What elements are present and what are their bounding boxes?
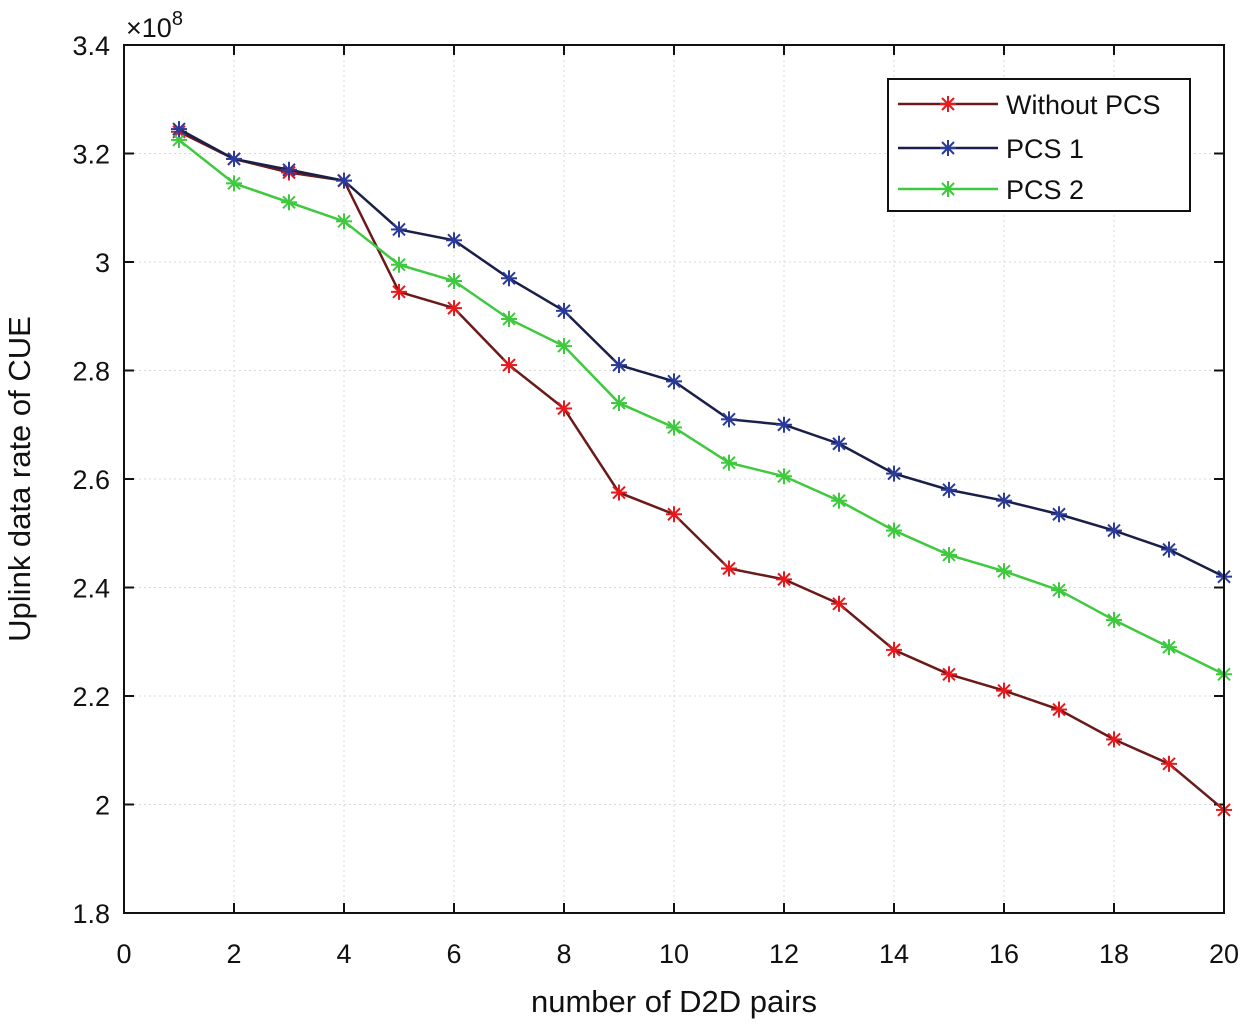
data-point-pcs-2: [886, 522, 902, 539]
data-point-without-pcs: [831, 595, 847, 612]
data-point-without-pcs: [556, 400, 572, 417]
legend-label: PCS 2: [1006, 175, 1084, 205]
data-point-pcs-2: [831, 492, 847, 509]
data-point-pcs-1: [886, 465, 902, 482]
y-axis-multiplier: ×108: [126, 8, 183, 43]
data-point-pcs-2: [666, 419, 682, 436]
data-point-without-pcs: [886, 641, 902, 658]
data-point-without-pcs: [1051, 701, 1067, 718]
data-point-pcs-1: [501, 270, 517, 287]
y-tick-label: 2.2: [72, 682, 110, 712]
y-tick-label: 2.6: [72, 465, 110, 495]
data-point-pcs-1: [941, 481, 957, 498]
data-point-pcs-1: [391, 221, 407, 238]
series-line-pcs-2: [178, 138, 1225, 676]
data-series: [171, 121, 1232, 818]
data-point-pcs-2: [556, 338, 572, 355]
legend-label: PCS 1: [1006, 134, 1084, 164]
data-point-pcs-1: [996, 492, 1012, 509]
y-tick-label: 2: [95, 791, 110, 821]
data-point-pcs-2: [611, 395, 627, 412]
x-tick-label: 10: [659, 939, 689, 969]
data-point-without-pcs: [446, 300, 462, 317]
x-tick-label: 2: [226, 939, 241, 969]
data-point-pcs-1: [1051, 506, 1067, 523]
y-multiplier-base: ×10: [126, 13, 172, 43]
x-tick-label: 8: [556, 939, 571, 969]
y-tick-label: 3: [95, 248, 110, 278]
x-tick-label: 6: [446, 939, 461, 969]
legend-marker: [940, 181, 956, 197]
x-tick-label: 0: [116, 939, 131, 969]
data-point-without-pcs: [501, 357, 517, 374]
data-point-without-pcs: [1106, 731, 1122, 748]
data-point-without-pcs: [1161, 755, 1177, 772]
legend-marker: [940, 140, 956, 156]
legend-entry-without-pcs: Without PCS: [898, 90, 1161, 120]
data-point-pcs-2: [776, 468, 792, 485]
data-point-pcs-1: [1106, 522, 1122, 539]
legend-entry-pcs-2: PCS 2: [898, 175, 1084, 205]
data-point-pcs-1: [831, 435, 847, 452]
legend-entry-pcs-1: PCS 1: [898, 134, 1084, 164]
data-point-pcs-2: [281, 194, 297, 211]
data-point-pcs-1: [611, 357, 627, 374]
y-tick-label: 3.2: [72, 140, 110, 170]
data-point-pcs-1: [556, 302, 572, 319]
series-line-pcs-1: [178, 127, 1225, 578]
data-point-pcs-2: [941, 546, 957, 563]
data-point-pcs-1: [446, 232, 462, 249]
y-axis-label: Uplink data rate of CUE: [2, 316, 37, 642]
data-point-pcs-1: [336, 172, 352, 189]
data-point-pcs-2: [1106, 612, 1122, 629]
data-point-without-pcs: [721, 560, 737, 577]
data-point-pcs-1: [1161, 541, 1177, 558]
x-tick-label: 4: [336, 939, 351, 969]
series-without-pcs: [171, 123, 1232, 818]
y-tick-label: 3.4: [72, 31, 110, 61]
legend: Without PCS PCS 1 PCS 2: [887, 78, 1191, 212]
y-tick-label: 1.8: [72, 899, 110, 929]
data-point-pcs-2: [501, 310, 517, 327]
data-point-without-pcs: [996, 682, 1012, 699]
y-multiplier-exponent: 8: [172, 8, 183, 30]
data-point-without-pcs: [941, 666, 957, 683]
legend-label: Without PCS: [1006, 90, 1161, 120]
data-point-pcs-2: [446, 272, 462, 289]
data-point-pcs-1: [721, 411, 737, 428]
series-line-without-pcs: [178, 130, 1225, 811]
plot-area-frame: [123, 44, 1225, 914]
y-tick-labels: 1.8 2 2.2 2.4 2.6 2.8 3 3.2 3.4: [72, 31, 110, 929]
data-point-without-pcs: [776, 571, 792, 588]
data-point-pcs-2: [1161, 639, 1177, 656]
series-pcs-1: [171, 121, 1232, 585]
data-point-pcs-2: [336, 213, 352, 230]
data-point-pcs-1: [281, 161, 297, 178]
data-point-without-pcs: [391, 283, 407, 300]
data-point-pcs-2: [391, 256, 407, 273]
data-point-pcs-2: [721, 454, 737, 471]
data-point-pcs-1: [226, 150, 242, 167]
data-point-pcs-2: [226, 175, 242, 192]
series-pcs-2: [171, 131, 1232, 683]
x-tick-label: 20: [1209, 939, 1239, 969]
data-point-pcs-1: [776, 416, 792, 433]
data-point-without-pcs: [666, 506, 682, 523]
data-point-pcs-1: [171, 121, 187, 138]
data-point-pcs-2: [1051, 582, 1067, 599]
x-tick-label: 16: [989, 939, 1019, 969]
data-point-pcs-1: [666, 373, 682, 390]
x-axis-label: number of D2D pairs: [531, 984, 817, 1019]
data-point-pcs-2: [996, 563, 1012, 580]
legend-marker: [940, 96, 956, 112]
x-tick-label: 18: [1099, 939, 1129, 969]
y-tick-label: 2.4: [72, 574, 110, 604]
data-point-without-pcs: [611, 484, 627, 501]
y-tick-label: 2.8: [72, 357, 110, 387]
x-tick-labels: 0 2 4 6 8 10 12 14 16 18 20: [116, 939, 1239, 969]
x-tick-label: 14: [879, 939, 909, 969]
x-tick-label: 12: [769, 939, 799, 969]
